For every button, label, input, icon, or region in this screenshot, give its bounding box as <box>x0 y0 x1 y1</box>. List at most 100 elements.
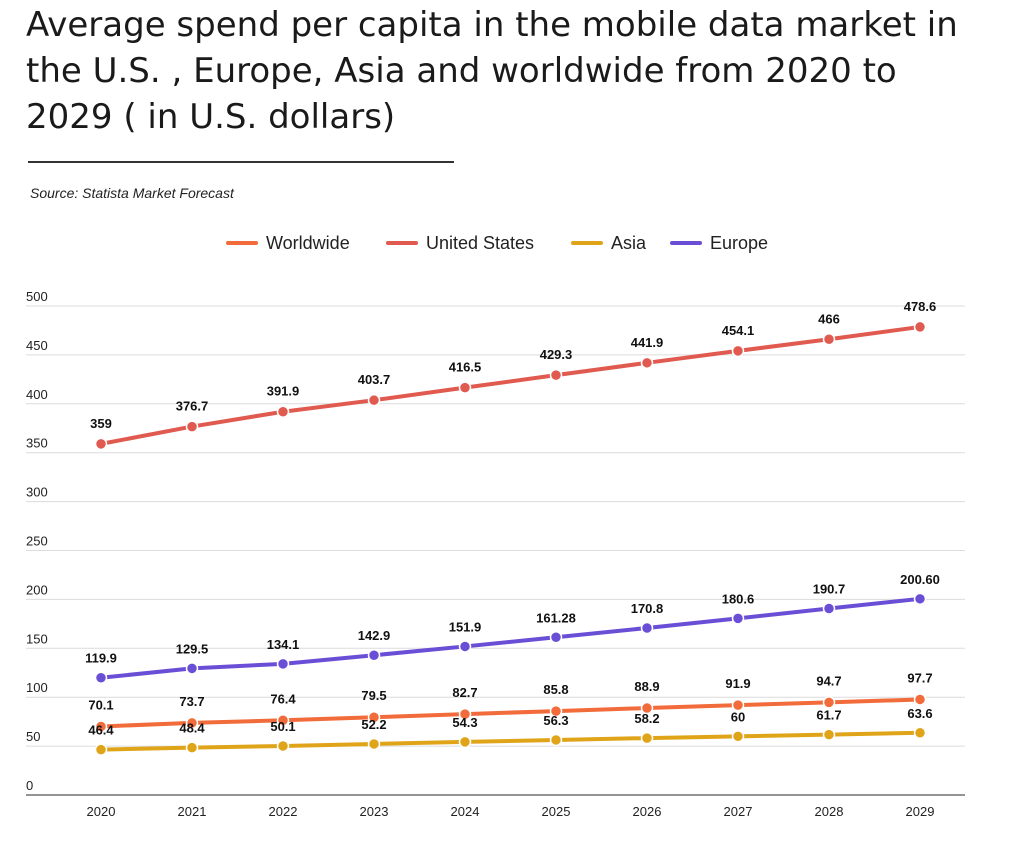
x-axis: 2020 2021 2022 2023 2024 2025 2026 2027 2028 2029 <box>87 804 935 819</box>
data-label: 403.7 <box>358 372 391 387</box>
data-label: 134.1 <box>267 637 300 652</box>
legend-item-asia: Asia <box>571 233 647 253</box>
x-tick-label: 2029 <box>906 804 935 819</box>
data-point <box>731 730 745 743</box>
data-label: 46.4 <box>88 723 114 738</box>
data-point <box>913 693 927 706</box>
data-label: 91.9 <box>725 676 750 691</box>
data-label: 391.9 <box>267 384 300 399</box>
data-label: 56.3 <box>543 713 568 728</box>
data-point <box>731 344 745 358</box>
data-point <box>822 602 836 615</box>
y-tick-label: 400 <box>26 387 48 402</box>
data-label: 52.2 <box>361 717 386 732</box>
series-line <box>99 730 922 752</box>
data-label: 79.5 <box>361 688 386 703</box>
data-label: 88.9 <box>634 679 659 694</box>
data-point <box>276 657 290 671</box>
data-point <box>640 621 654 635</box>
data-point <box>367 648 381 662</box>
chart-grid: 0 50 100 150 200 250 300 350 400 450 500 <box>26 289 965 796</box>
data-label: 190.7 <box>813 581 846 596</box>
legend-item-united-states: United States <box>386 233 534 253</box>
data-point <box>549 733 563 747</box>
y-tick-label: 0 <box>26 778 33 793</box>
data-label: 73.7 <box>179 694 204 709</box>
data-label: 180.6 <box>722 591 755 606</box>
legend-label: Europe <box>710 233 768 253</box>
data-point <box>822 696 836 709</box>
y-tick-label: 150 <box>26 631 48 646</box>
x-tick-label: 2025 <box>542 804 571 819</box>
data-point <box>822 333 836 346</box>
data-label: 48.4 <box>179 721 205 736</box>
data-point <box>913 320 927 334</box>
x-tick-label: 2024 <box>451 804 480 819</box>
data-label: 151.9 <box>449 619 482 634</box>
data-label: 170.8 <box>631 601 664 616</box>
y-tick-label: 500 <box>26 289 48 304</box>
data-point <box>276 739 290 753</box>
data-label: 58.2 <box>634 711 659 726</box>
legend-item-worldwide: Worldwide <box>226 233 350 253</box>
legend-label: United States <box>426 233 534 253</box>
data-point <box>731 612 745 625</box>
x-tick-label: 2028 <box>815 804 844 819</box>
data-label: 161.28 <box>536 610 576 625</box>
y-tick-label: 450 <box>26 338 48 353</box>
legend-item-europe: Europe <box>670 233 768 253</box>
series-line <box>99 697 922 729</box>
data-label: 97.7 <box>907 670 932 685</box>
y-tick-label: 200 <box>26 582 48 597</box>
series-line <box>99 596 922 680</box>
data-point <box>822 728 836 741</box>
data-label: 76.4 <box>270 691 296 706</box>
data-point <box>458 707 472 721</box>
y-tick-label: 350 <box>26 436 48 451</box>
chart-legend: Worldwide United States Asia Europe <box>226 233 768 253</box>
data-label: 478.6 <box>904 299 937 314</box>
x-tick-label: 2020 <box>87 804 116 819</box>
y-tick-label: 50 <box>26 729 40 744</box>
data-point <box>185 716 199 730</box>
data-label: 82.7 <box>452 685 477 700</box>
series-asia: 46.4 48.4 50.1 52.2 54.3 56.3 58.2 60 61.7 63.6 <box>88 706 933 756</box>
series-line <box>99 324 922 446</box>
data-point <box>185 662 199 675</box>
legend-label: Worldwide <box>266 233 350 253</box>
data-point <box>549 631 563 644</box>
data-point <box>640 701 654 715</box>
data-label: 416.5 <box>449 360 482 375</box>
data-point <box>94 671 108 684</box>
data-label: 466 <box>818 311 840 326</box>
data-point <box>276 714 290 727</box>
data-point <box>913 592 927 606</box>
data-point <box>640 356 654 370</box>
chart-series: 70.1 73.7 76.4 79.5 82.7 85.8 88.9 91.9 94.7 97.7… <box>85 299 940 756</box>
series-united-states: 359 376.7 391.9 403.7 416.5 429.3 441.9 454.1 46… <box>90 299 937 451</box>
data-point <box>549 704 563 718</box>
data-point <box>731 698 745 712</box>
data-point <box>185 741 199 754</box>
series-worldwide: 70.1 73.7 76.4 79.5 82.7 85.8 88.9 91.9 94.7 97.7 <box>88 670 933 733</box>
data-label: 94.7 <box>816 673 841 688</box>
data-point <box>458 735 472 749</box>
data-point <box>94 437 108 451</box>
x-tick-label: 2023 <box>360 804 389 819</box>
data-label: 142.9 <box>358 628 391 643</box>
data-label: 454.1 <box>722 323 755 338</box>
y-tick-label: 300 <box>26 485 48 500</box>
x-tick-label: 2022 <box>269 804 298 819</box>
data-point <box>458 640 472 653</box>
data-label: 119.9 <box>85 651 117 666</box>
x-tick-label: 2021 <box>178 804 207 819</box>
data-label: 441.9 <box>631 335 664 350</box>
data-label: 61.7 <box>816 708 841 723</box>
data-label: 85.8 <box>543 682 568 697</box>
data-point <box>185 420 199 433</box>
data-label: 70.1 <box>88 697 113 712</box>
data-point <box>94 743 108 756</box>
data-label: 54.3 <box>452 715 477 730</box>
y-tick-label: 100 <box>26 680 48 695</box>
data-label: 429.3 <box>540 347 573 362</box>
